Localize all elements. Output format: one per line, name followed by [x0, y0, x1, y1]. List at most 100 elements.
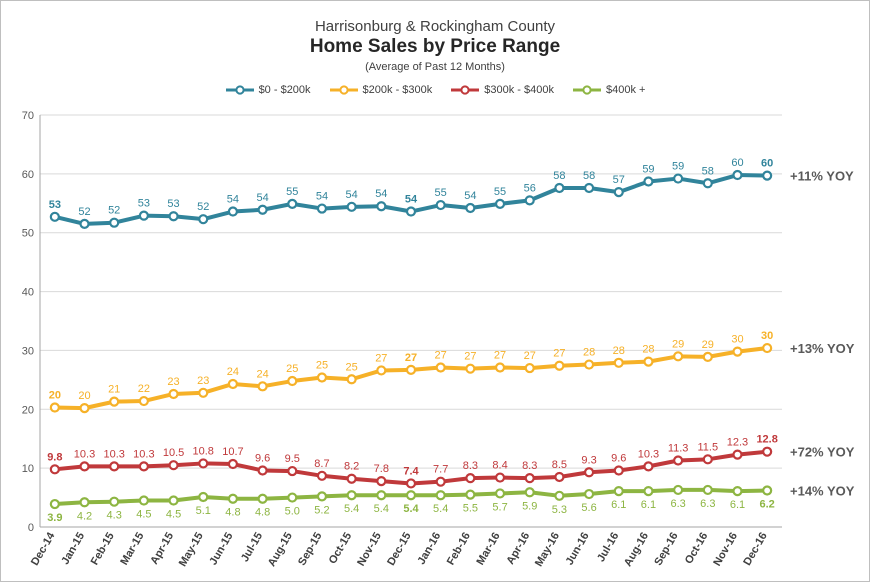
- data-point: [554, 490, 565, 501]
- data-point: [583, 488, 595, 500]
- data-label: 52: [78, 206, 90, 218]
- data-point: [702, 454, 713, 465]
- data-point: [524, 362, 535, 374]
- data-label: 10.3: [133, 448, 154, 460]
- data-label: 27: [553, 348, 565, 360]
- data-label: 23: [167, 376, 179, 388]
- data-label: 58: [583, 170, 595, 182]
- data-label: 8.7: [314, 458, 329, 470]
- data-point: [524, 195, 535, 206]
- chart-legend: $0 - $200k $200k - $300k $300k - $400k $400…: [0, 84, 870, 96]
- data-label: 4.8: [225, 507, 240, 519]
- data-point: [138, 210, 149, 221]
- data-label: 12.8: [756, 434, 777, 446]
- data-label: 53: [49, 199, 61, 211]
- data-label: 6.1: [730, 499, 745, 511]
- data-point: [554, 182, 565, 194]
- data-label: 11.3: [668, 442, 689, 454]
- data-point: [762, 446, 773, 457]
- data-point: [257, 204, 268, 215]
- data-label: 54: [227, 194, 239, 206]
- legend-item: $200k - $300k: [329, 84, 432, 96]
- data-label: 8.5: [552, 459, 567, 471]
- data-point: [405, 490, 417, 501]
- data-point: [287, 492, 298, 503]
- data-point: [494, 472, 506, 483]
- data-point: [227, 378, 239, 390]
- x-tick-label: Jan-16: [415, 531, 443, 567]
- data-point: [287, 465, 298, 477]
- data-point: [79, 497, 90, 508]
- data-label: 10.3: [103, 448, 124, 460]
- data-point: [168, 460, 179, 471]
- data-point: [554, 360, 565, 371]
- data-label: 59: [672, 161, 684, 173]
- x-tick-label: Dec-14: [29, 530, 58, 568]
- x-tick-label: Feb-16: [445, 531, 473, 568]
- data-label: 28: [642, 344, 654, 356]
- data-label: 27: [464, 351, 476, 363]
- data-label: 8.4: [492, 460, 507, 472]
- data-point: [613, 187, 624, 198]
- data-label: 27: [375, 352, 387, 364]
- data-label: 4.8: [255, 507, 270, 519]
- data-point: [554, 471, 565, 483]
- data-label: 4.2: [77, 510, 92, 522]
- data-point: [198, 387, 209, 398]
- data-point: [583, 182, 595, 194]
- data-point: [494, 362, 506, 373]
- data-label: 10.8: [193, 445, 214, 457]
- data-point: [109, 496, 120, 507]
- x-tick-label: Dec-15: [385, 531, 413, 568]
- data-point: [79, 403, 90, 414]
- legend-label: $0 - $200k: [258, 84, 311, 96]
- data-label: 5.9: [522, 500, 537, 512]
- data-point: [227, 458, 239, 470]
- data-label: 27: [405, 352, 417, 364]
- data-label: 9.8: [47, 451, 62, 463]
- data-label: 8.3: [522, 460, 537, 472]
- yoy-annotation: +13% YOY: [790, 341, 855, 356]
- data-label: 10.3: [74, 448, 95, 460]
- data-label: 7.7: [433, 464, 448, 476]
- data-label: 10.3: [638, 448, 659, 460]
- x-tick-label: Apr-15: [148, 531, 176, 567]
- data-label: 6.1: [641, 499, 656, 511]
- x-tick-label: Nov-16: [711, 531, 740, 569]
- y-tick-label: 20: [22, 404, 34, 416]
- data-label: 55: [494, 186, 506, 198]
- data-label: 23: [197, 375, 209, 387]
- x-tick-label: Sep-16: [652, 531, 680, 568]
- data-point: [79, 218, 90, 229]
- data-label: 24: [256, 368, 268, 380]
- data-point: [198, 214, 209, 225]
- data-point: [405, 364, 417, 375]
- data-label: 53: [138, 198, 150, 210]
- data-point: [227, 493, 239, 504]
- data-label: 6.1: [611, 499, 626, 511]
- data-label: 5.1: [196, 505, 211, 517]
- data-point: [762, 485, 773, 496]
- data-point: [405, 478, 417, 489]
- data-point: [316, 372, 328, 383]
- data-label: 22: [138, 383, 150, 395]
- data-point: [49, 402, 60, 413]
- x-tick-label: Dec-16: [741, 531, 769, 568]
- data-point: [346, 201, 357, 212]
- data-label: 60: [731, 157, 743, 169]
- data-label: 54: [405, 194, 418, 206]
- data-point: [49, 211, 60, 222]
- data-point: [435, 199, 446, 211]
- y-tick-label: 60: [22, 169, 34, 181]
- data-label: 25: [316, 360, 328, 372]
- data-label: 29: [672, 338, 684, 350]
- data-point: [405, 206, 417, 217]
- data-point: [316, 470, 328, 481]
- data-label: 25: [346, 361, 358, 373]
- data-point: [643, 485, 654, 497]
- data-label: 54: [375, 188, 387, 200]
- data-point: [613, 357, 624, 368]
- x-tick-label: Mar-15: [118, 531, 146, 568]
- yoy-annotation: +14% YOY: [790, 484, 855, 499]
- data-label: 30: [761, 330, 773, 342]
